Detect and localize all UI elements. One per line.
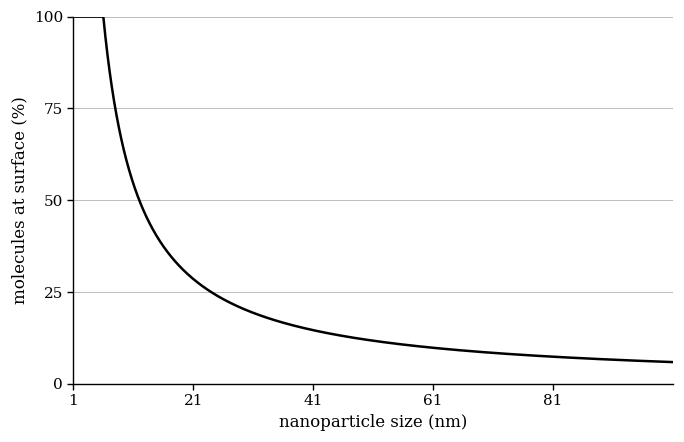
Y-axis label: molecules at surface (%): molecules at surface (%) — [11, 96, 28, 304]
X-axis label: nanoparticle size (nm): nanoparticle size (nm) — [279, 414, 467, 431]
